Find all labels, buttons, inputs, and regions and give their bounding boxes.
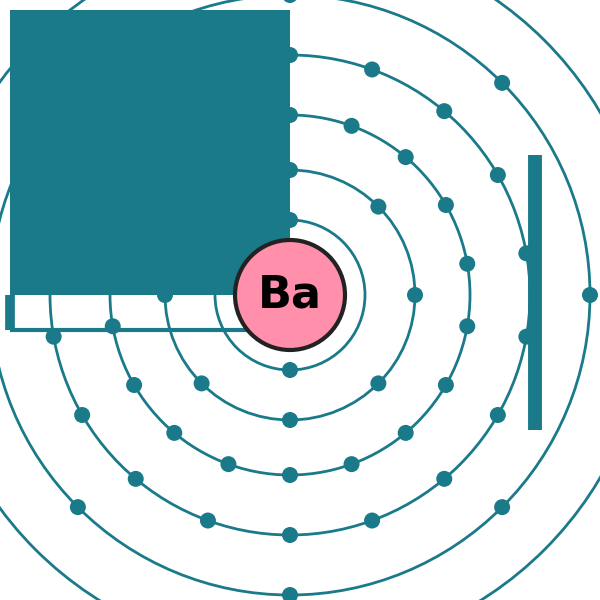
- Text: Ba: Ba: [258, 274, 322, 316]
- Circle shape: [70, 75, 86, 91]
- Circle shape: [128, 471, 144, 487]
- Circle shape: [282, 527, 298, 543]
- Circle shape: [459, 256, 475, 272]
- Circle shape: [194, 199, 209, 215]
- Circle shape: [105, 256, 121, 272]
- Circle shape: [282, 362, 298, 378]
- Bar: [10, 10, 290, 295]
- Circle shape: [74, 407, 90, 423]
- Circle shape: [126, 377, 142, 393]
- Circle shape: [436, 103, 452, 119]
- Circle shape: [370, 199, 386, 215]
- Circle shape: [438, 377, 454, 393]
- Circle shape: [282, 212, 298, 228]
- Circle shape: [364, 61, 380, 77]
- Circle shape: [398, 149, 414, 165]
- Circle shape: [459, 318, 475, 334]
- Circle shape: [235, 240, 345, 350]
- Circle shape: [128, 103, 144, 119]
- Circle shape: [282, 467, 298, 483]
- Circle shape: [344, 118, 359, 134]
- Circle shape: [166, 149, 182, 165]
- Circle shape: [200, 512, 216, 529]
- Circle shape: [166, 425, 182, 441]
- Circle shape: [46, 245, 62, 262]
- Circle shape: [494, 75, 510, 91]
- Circle shape: [220, 118, 236, 134]
- Circle shape: [282, 107, 298, 123]
- Circle shape: [70, 499, 86, 515]
- Circle shape: [46, 329, 62, 344]
- Circle shape: [438, 197, 454, 213]
- Circle shape: [282, 47, 298, 63]
- Circle shape: [282, 0, 298, 3]
- Circle shape: [344, 456, 359, 472]
- Circle shape: [494, 499, 510, 515]
- Circle shape: [407, 287, 423, 303]
- Circle shape: [490, 167, 506, 183]
- Circle shape: [518, 329, 535, 344]
- Circle shape: [398, 425, 414, 441]
- Circle shape: [282, 587, 298, 600]
- Circle shape: [370, 376, 386, 391]
- Circle shape: [157, 287, 173, 303]
- Circle shape: [74, 167, 90, 183]
- Circle shape: [220, 456, 236, 472]
- Circle shape: [105, 318, 121, 334]
- Circle shape: [436, 471, 452, 487]
- Circle shape: [364, 512, 380, 529]
- Circle shape: [200, 61, 216, 77]
- Circle shape: [582, 287, 598, 303]
- Circle shape: [490, 407, 506, 423]
- Circle shape: [126, 197, 142, 213]
- Circle shape: [518, 245, 535, 262]
- Circle shape: [282, 412, 298, 428]
- Circle shape: [282, 162, 298, 178]
- Circle shape: [194, 376, 209, 391]
